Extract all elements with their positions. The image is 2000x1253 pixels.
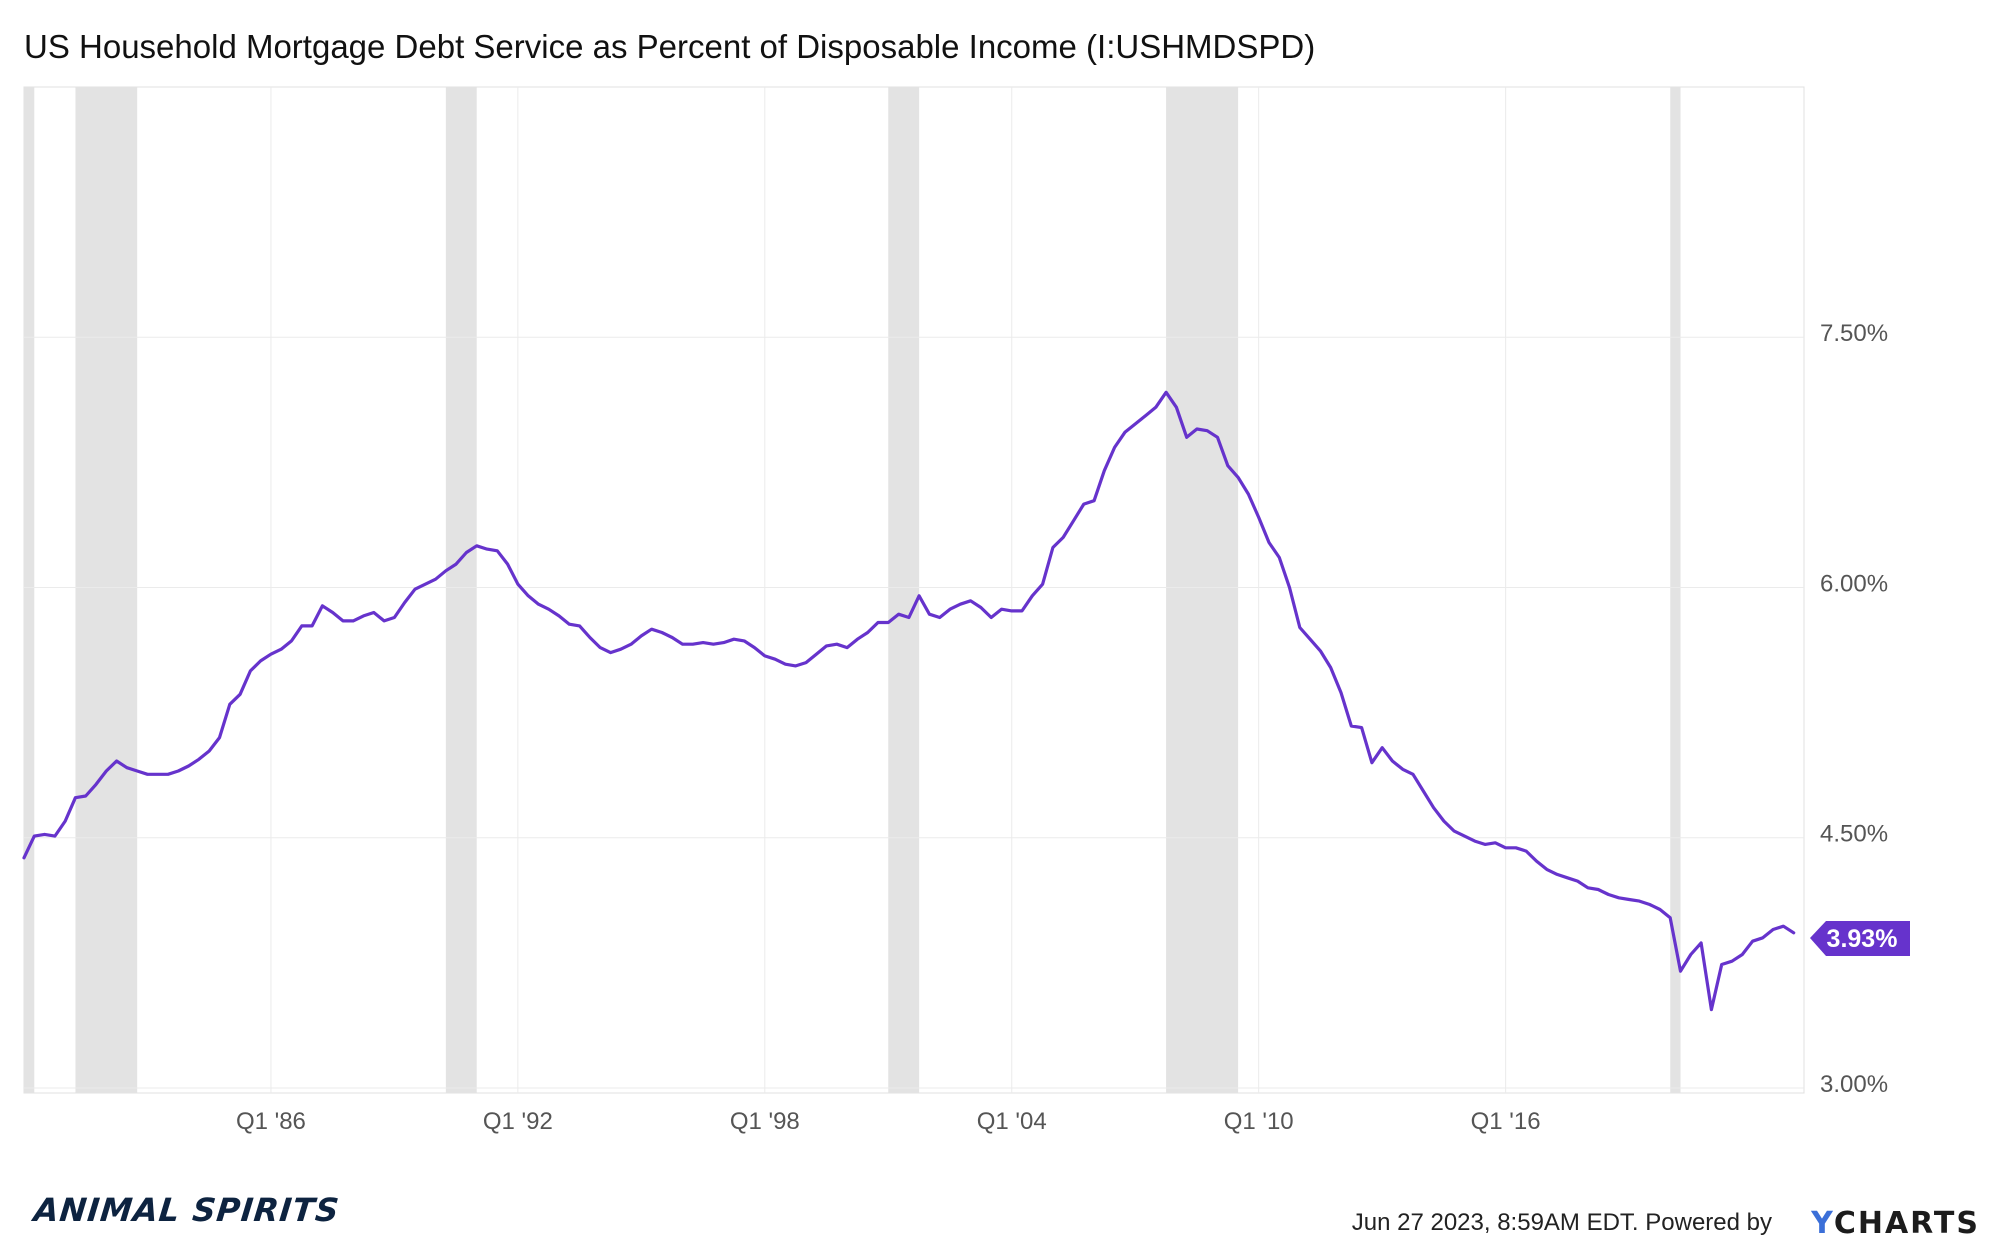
recession-band-2 — [445, 87, 477, 1093]
x-tick-label-4: Q1 '10 — [1224, 1108, 1294, 1135]
series-line-0 — [22, 390, 1796, 1012]
series-layer — [22, 390, 1796, 1012]
ycharts-logo-rest: CHARTS — [1833, 1206, 1980, 1241]
recession-band-1 — [75, 87, 138, 1093]
x-tick-label-0: Q1 '86 — [236, 1108, 306, 1135]
recession-band-0 — [24, 87, 35, 1093]
animal-spirits-logo: ANIMAL SPIRITS — [32, 1191, 342, 1229]
last-value-label: 3.93% — [1827, 925, 1898, 953]
x-tick-label-3: Q1 '04 — [977, 1108, 1047, 1135]
recession-band-5 — [1670, 87, 1681, 1093]
footer-timestamp: Jun 27 2023, 8:59AM EDT. Powered by — [1351, 1209, 1772, 1236]
x-axis: Q1 '86 Q1 '92 Q1 '98 Q1 '04 Q1 '10 Q1 '16 — [236, 1108, 1541, 1135]
grid-lines — [24, 87, 1804, 1093]
ycharts-logo-y: Y — [1811, 1206, 1834, 1241]
y-tick-label-2: 6.00% — [1820, 570, 1888, 597]
y-axis: 3.00% 4.50% 6.00% 7.50% — [1820, 320, 1888, 1098]
recession-bands — [24, 87, 1681, 1093]
x-tick-label-1: Q1 '92 — [483, 1108, 553, 1135]
recession-band-4 — [1166, 87, 1239, 1093]
last-value-marker: 3.93% — [1810, 921, 1910, 956]
ycharts-logo[interactable]: YCHARTS — [1811, 1206, 1980, 1241]
chart-title: US Household Mortgage Debt Service as Pe… — [24, 28, 1316, 65]
y-tick-label-3: 7.50% — [1820, 320, 1888, 347]
y-tick-label-0: 3.00% — [1820, 1071, 1888, 1098]
x-tick-label-5: Q1 '16 — [1471, 1108, 1541, 1135]
recession-band-3 — [888, 87, 920, 1093]
x-tick-label-2: Q1 '98 — [730, 1108, 800, 1135]
last-value-badge — [1810, 921, 1910, 956]
y-tick-label-1: 4.50% — [1820, 821, 1888, 848]
